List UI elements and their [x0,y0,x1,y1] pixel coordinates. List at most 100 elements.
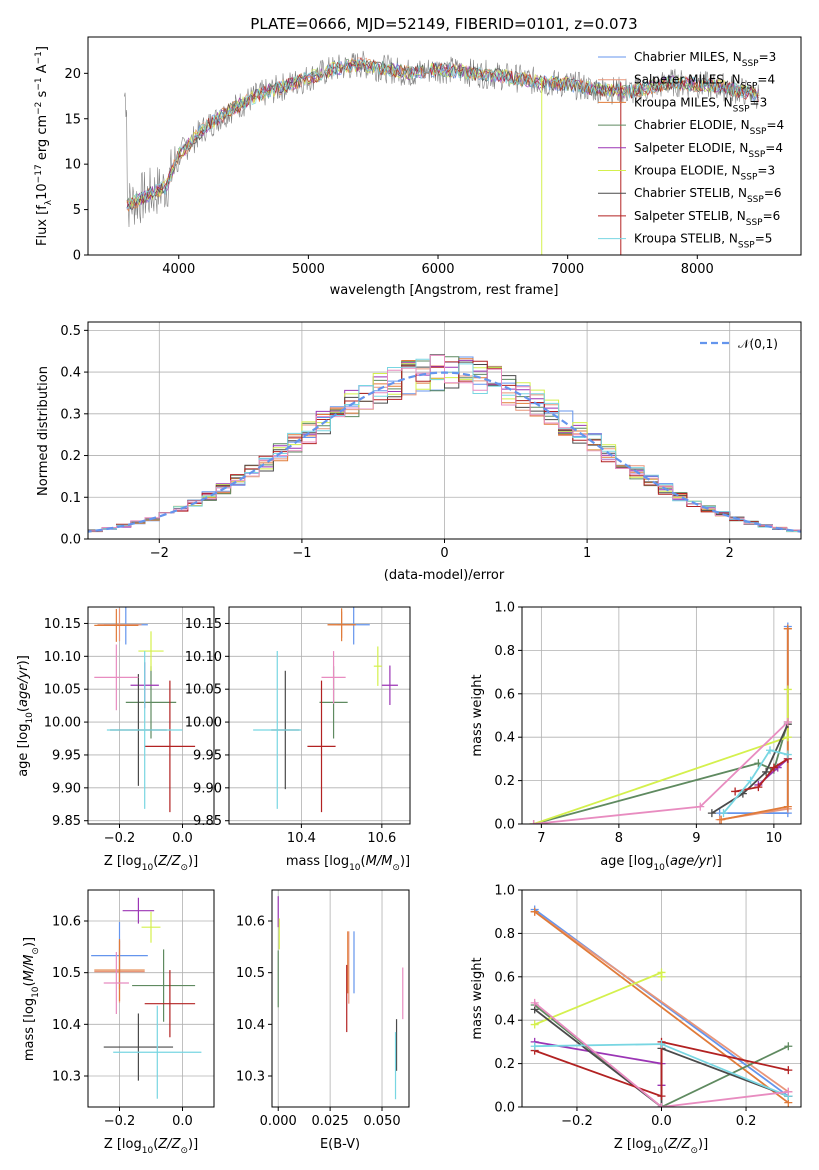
weight-line [719,626,789,814]
y-axis-label: mass weight [470,674,485,756]
x-tick-label: −0.2 [104,831,136,846]
weight-marker [762,767,771,776]
y-tick-label: 5 [73,203,81,218]
mass-vs-metallicity-panel: −0.2 0.0 10.3 10.4 10.5 10.6 Z [log10(Z/Z⊙)] ma… [22,889,215,1156]
y-tick-label: 0.2 [494,774,515,789]
weight-line [534,1004,789,1107]
weight-marker [530,907,539,916]
y-tick-label: 10.05 [44,683,81,698]
x-tick-label: 0 [440,546,448,561]
x-tick-label: −0.2 [104,1114,136,1129]
x-axis-label: Z [log10(Z/Z⊙)] [104,854,198,873]
x-tick-label: 10.4 [287,831,316,846]
x-tick-label: 6000 [421,262,454,277]
weight-marker [783,685,792,694]
model-spectrum-line [126,56,759,207]
y-tick-label: 10.5 [236,966,265,981]
y-tick-label: 0.8 [494,927,515,942]
age-vs-metallicity-panel: −0.2 0.0 9.85 9.90 9.95 10.00 10.05 10.10 10.15 Z… [16,606,215,873]
legend-label: Salpeter STELIB, NSSP=6 [634,209,780,228]
weight-line [534,910,789,1093]
weight-marker [657,1092,666,1101]
legend-label: Kroupa ELODIE, NSSP=3 [634,164,775,183]
x-tick-label: 10.6 [367,831,396,846]
weight-line [711,723,789,814]
y-tick-label: 10.15 [185,617,222,632]
y-tick-label: 0.4 [60,366,81,381]
weight-marker [766,746,774,755]
x-tick-label: 5000 [292,262,325,277]
x-tick-label: 1 [583,546,591,561]
axes-frame [521,606,802,825]
plot-area [277,896,404,1100]
weight-marker [657,1040,666,1049]
weight-marker [746,776,755,785]
model-spectrum-line [126,58,759,209]
y-tick-label: 0.6 [494,687,515,702]
y-tick-label: 0.0 [494,818,515,833]
plot-area [530,905,793,1107]
weight-line [719,628,789,821]
weight-marker [696,802,705,811]
y-tick-label: 10.15 [44,617,81,632]
y-tick-label: 0.5 [60,324,81,339]
y-tick-label: 0.3 [60,407,81,422]
y-tick-label: 0.0 [60,533,81,548]
x-axis-label: Z [log10(Z/Z⊙)] [104,1137,198,1156]
y-tick-label: 10.4 [52,1018,81,1033]
plot-area [88,354,801,534]
x-tick-label: 0.2 [736,1114,757,1129]
x-tick-label: 9 [692,831,700,846]
y-tick-label: 0.6 [494,970,515,985]
model-spectrum-line [126,59,759,211]
x-tick-label: −0.2 [561,1114,593,1129]
y-tick-label: 10.00 [44,716,81,731]
legend-label: Chabrier STELIB, NSSP=6 [634,186,782,205]
legend-label: Chabrier ELODIE, NSSP=4 [634,118,784,137]
axes-frame [87,36,802,256]
spectrum-title: PLATE=0666, MJD=52149, FIBERID=0101, z=0… [250,15,637,33]
weight-marker [783,733,792,742]
y-tick-label: 10.3 [236,1070,265,1085]
residual-y-axis-label: Normed distribution [36,366,51,496]
x-axis-label: Z [log10(Z/Z⊙)] [614,1137,708,1156]
y-tick-label: 1.0 [494,601,515,616]
plot-area [94,607,196,813]
y-tick-label: 20 [64,67,81,82]
x-tick-label: 7000 [551,262,584,277]
x-tick-label: 0.025 [312,1114,349,1129]
y-axis-label: mass [log10(M/M⊙)] [22,937,41,1061]
weight-marker [530,998,539,1007]
x-tick-label: 0.0 [172,1114,193,1129]
x-tick-label: −1 [292,546,311,561]
x-tick-label: 8 [615,831,623,846]
x-tick-label: 10 [766,831,783,846]
x-axis-label: age [log10(age/yr)] [600,854,722,873]
y-tick-label: 1.0 [494,884,515,899]
weight-marker [783,750,792,759]
x-axis-label: E(B-V) [320,1137,360,1152]
y-axis-label: age [log10(age/yr)] [16,655,35,777]
x-tick-label: 0.0 [651,1114,672,1129]
model-spectrum-line [126,59,759,209]
y-tick-label: 15 [64,112,81,127]
y-tick-label: 0.2 [60,449,81,464]
x-tick-label: 4000 [162,262,195,277]
axes-frame [87,606,215,825]
x-tick-label: 8000 [681,262,714,277]
plot-area [124,50,760,255]
axes-frame [228,606,411,825]
legend-label: 𝒩(0,1) [738,337,778,351]
axes-frame [87,889,215,1108]
mass-vs-extinction-panel: 0.000 0.025 0.050 10.3 10.4 10.5 10.6 E(B-V) [236,889,410,1152]
weight-line [534,1040,789,1098]
x-tick-label: 0.0 [172,831,193,846]
y-tick-label: 0.0 [494,1101,515,1116]
weight-marker [731,787,740,796]
y-axis-label: mass weight [470,957,485,1039]
y-tick-label: 10.4 [236,1018,265,1033]
plot-area [529,622,792,824]
y-tick-label: 10.10 [185,650,222,665]
weight-marker [783,802,792,811]
